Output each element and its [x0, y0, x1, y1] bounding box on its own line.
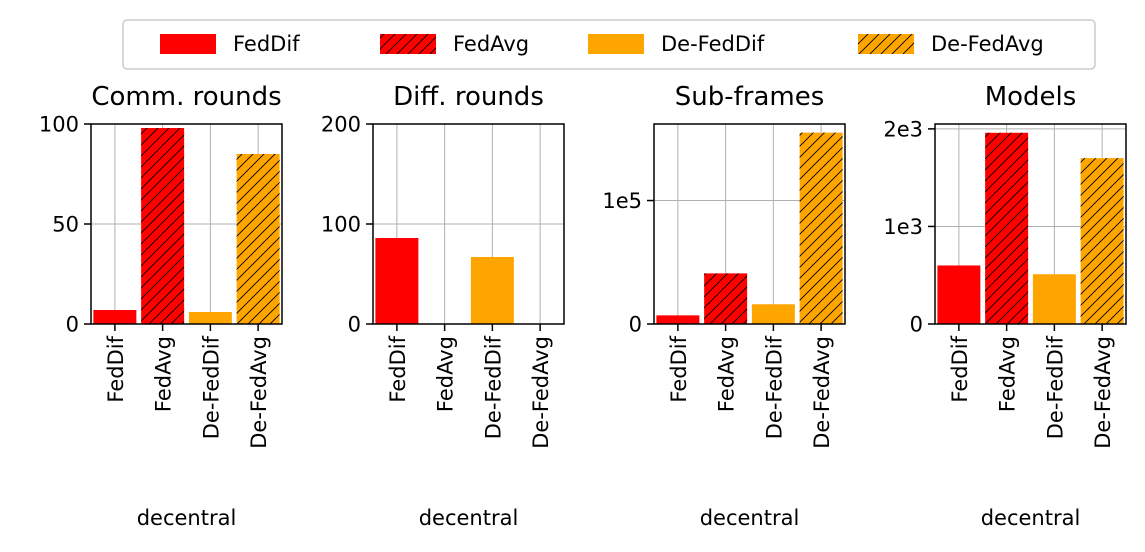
legend-label-de-feddif: De-FedDif: [661, 32, 765, 56]
subplot-title: Diff. rounds: [393, 82, 544, 112]
bar-de-feddif: [751, 304, 795, 324]
x-tick-label-fedavg: FedAvg: [715, 336, 739, 412]
x-tick-label-fedavg: FedAvg: [434, 336, 458, 412]
legend-label-feddif: FedDif: [233, 32, 300, 56]
bar-de-feddif: [1032, 274, 1076, 324]
y-tick-label: 100: [39, 113, 79, 137]
y-tick-label: 0: [348, 313, 361, 337]
y-tick-label: 1e5: [602, 189, 642, 213]
x-tick-label-de-fedavg: De-FedAvg: [247, 336, 271, 449]
x-tick-label-fedavg: FedAvg: [996, 336, 1020, 412]
subplot-title: Models: [985, 82, 1077, 112]
x-tick-label-de-feddif: De-FedDif: [762, 335, 786, 439]
y-tick-label: 50: [52, 213, 79, 237]
y-tick-label: 200: [321, 113, 361, 137]
x-tick-label-de-feddif: De-FedDif: [199, 335, 223, 439]
y-tick-label: 1e3: [883, 215, 923, 239]
axes-frame: [653, 123, 846, 325]
x-tick-label-de-fedavg: De-FedAvg: [1091, 336, 1115, 449]
y-tick-label: 100: [321, 213, 361, 237]
legend: FedDif FedAvg De-FedDif De-FedAvg: [122, 19, 1096, 70]
y-tick-label: 0: [629, 313, 642, 337]
subplot-2: 0 100 200 FedDif FedAvg De-FedDif De-FedAvg Dif…: [321, 82, 565, 530]
bar-hatch: [704, 273, 748, 324]
bar-de-feddif: [470, 257, 514, 324]
y-tick-label: 0: [910, 313, 923, 337]
bar-feddif: [375, 238, 419, 324]
subplot-title: Comm. rounds: [91, 82, 281, 112]
legend-swatch-de-feddif: [588, 34, 644, 54]
legend-label-de-fedavg: De-FedAvg: [931, 32, 1044, 56]
legend-swatch-feddif: [160, 34, 216, 54]
bar-de-feddif: [188, 312, 232, 324]
bar-hatch: [799, 132, 843, 324]
x-tick-label-de-feddif: De-FedDif: [1043, 335, 1067, 439]
bar-hatch: [985, 132, 1029, 324]
x-tick-label-fedavg: FedAvg: [152, 336, 176, 412]
x-tick-label-de-feddif: De-FedDif: [481, 335, 505, 439]
bar-hatch: [141, 128, 185, 324]
bar-feddif: [656, 315, 700, 324]
subplot-3: 0 1e5 FedDif FedAvg De-FedDif De-FedAvg Sub-fr…: [602, 82, 846, 530]
x-axis-label: decentral: [700, 506, 800, 530]
legend-label-fedavg: FedAvg: [453, 32, 529, 56]
x-axis-label: decentral: [419, 506, 519, 530]
bar-hatch: [1080, 158, 1124, 324]
subplot-title: Sub-frames: [675, 82, 825, 112]
subplot-4: 0 1e3 2e3 FedDif FedAvg De-FedDif De-FedAvg Mod…: [883, 82, 1127, 530]
x-tick-label-de-fedavg: De-FedAvg: [810, 336, 834, 449]
legend-swatch-hatch: [380, 34, 436, 54]
x-tick-label-feddif: FedDif: [386, 335, 410, 402]
x-tick-label-de-fedavg: De-FedAvg: [529, 336, 553, 449]
bar-feddif: [93, 310, 137, 324]
legend-swatch-hatch: [858, 34, 914, 54]
subplot-1: 0 50 100 FedDif FedAvg De-FedDif De-FedAvg Comm…: [39, 82, 283, 530]
x-tick-label-feddif: FedDif: [948, 335, 972, 402]
x-tick-label-feddif: FedDif: [667, 335, 691, 402]
bar-feddif: [937, 265, 981, 324]
axes-frame: [934, 123, 1127, 325]
x-axis-label: decentral: [981, 506, 1081, 530]
y-tick-label: 0: [66, 313, 79, 337]
bar-hatch: [236, 154, 280, 324]
y-tick-label: 2e3: [883, 117, 923, 141]
x-tick-label-feddif: FedDif: [104, 335, 128, 402]
x-axis-label: decentral: [137, 506, 237, 530]
